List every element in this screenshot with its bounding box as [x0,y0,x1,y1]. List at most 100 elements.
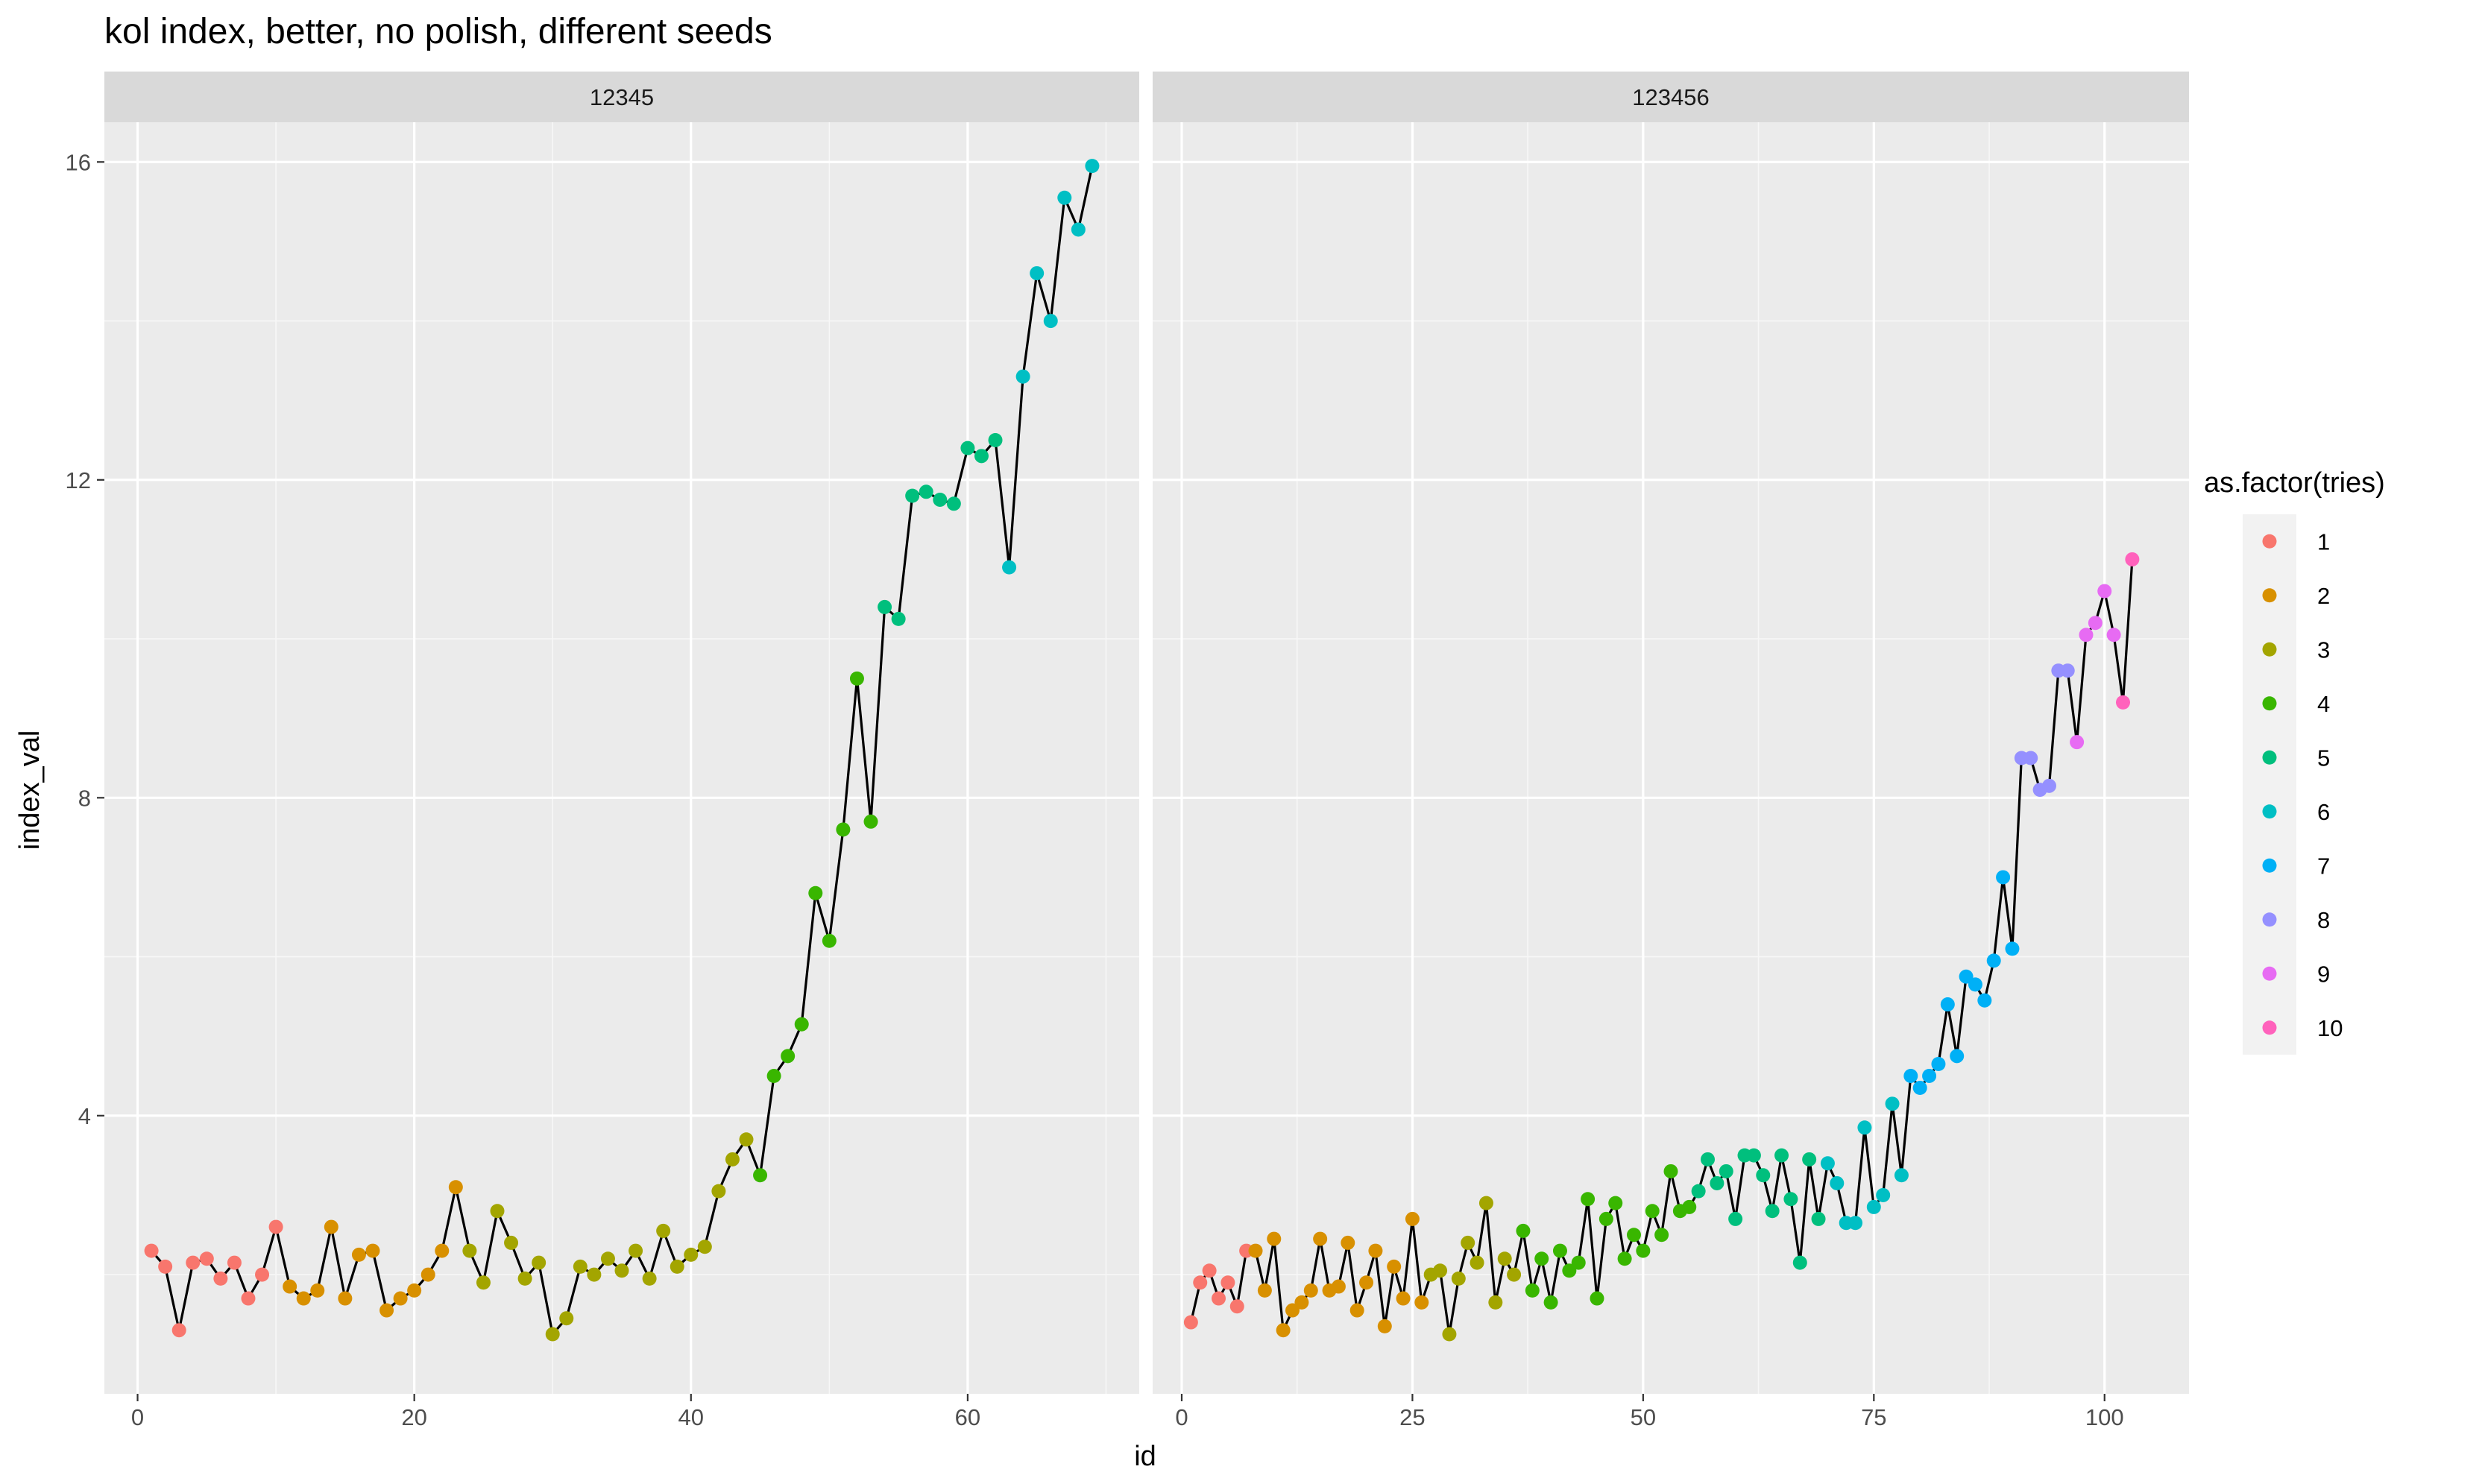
legend-label: 7 [2317,853,2330,879]
data-point [1968,977,1982,992]
data-point [1765,1204,1780,1219]
data-point [974,449,989,464]
data-point [1996,870,2011,885]
data-point [1977,993,1992,1008]
y-tick-label: 12 [66,467,91,493]
legend-key-point [2262,912,2277,927]
legend-label: 10 [2317,1015,2343,1041]
legend-label: 8 [2317,907,2330,933]
data-point [1507,1267,1522,1282]
data-point [2097,584,2112,599]
data-point [1377,1319,1392,1333]
legend-label: 1 [2317,528,2330,555]
data-point [1876,1187,1891,1202]
facet-panels: 12345 0 20 40 60 4 8 12 16 123456 0 25 50 75 100 [66,72,2189,1430]
data-point [1894,1168,1909,1183]
data-point [365,1243,380,1258]
data-point [988,433,1003,447]
data-point [1211,1291,1226,1306]
data-point [878,599,892,614]
data-point [905,488,920,503]
data-point [476,1275,491,1290]
data-point [1728,1211,1743,1226]
data-point [1562,1263,1577,1278]
legend: as.factor(tries) 1 2 3 4 5 6 7 8 9 10 [2204,467,2385,1055]
data-point [421,1267,435,1282]
data-point [946,496,961,511]
data-point [849,671,864,686]
legend-label: 4 [2317,691,2330,717]
data-point [1691,1184,1706,1199]
data-point [351,1247,366,1262]
data-point [739,1132,754,1147]
data-point [517,1271,532,1286]
data-point [2070,735,2085,750]
data-point [1710,1175,1725,1190]
legend-label: 9 [2317,961,2330,987]
data-point [1015,369,1030,384]
data-point [2116,695,2131,710]
data-point [822,933,837,948]
data-point [1950,1049,1965,1064]
data-point [324,1219,338,1234]
legend-label: 5 [2317,745,2330,771]
data-point [1608,1196,1623,1210]
data-point [407,1283,422,1298]
data-point [1349,1303,1364,1318]
data-point [268,1219,283,1234]
data-point [227,1255,242,1270]
data-point [1183,1315,1198,1330]
data-point [725,1152,740,1166]
data-point [144,1243,159,1258]
data-point [697,1240,712,1254]
data-point [933,492,948,507]
legend-label: 3 [2317,637,2330,663]
data-point [1414,1295,1429,1310]
data-point [1912,1080,1927,1095]
data-point [1405,1211,1420,1226]
data-point [919,484,933,499]
data-point [1866,1199,1881,1214]
data-point [1922,1069,1937,1083]
data-point [1057,190,1072,205]
panel-background [104,122,1139,1394]
data-point [1276,1323,1291,1338]
legend-key-point [2262,696,2277,711]
data-point [1303,1283,1318,1298]
y-tick-label: 4 [78,1103,91,1129]
data-point [2041,778,2056,793]
data-point [199,1251,214,1266]
data-point [684,1247,699,1262]
legend-key-point [2262,642,2277,657]
y-tick-label: 8 [78,785,91,811]
x-tick-label: 0 [1175,1404,1188,1430]
chart-title: kol index, better, no polish, different … [104,12,772,51]
legend-label: 6 [2317,799,2330,825]
data-point [338,1291,353,1306]
data-point [1359,1275,1374,1290]
legend-key-point [2262,858,2277,873]
data-point [171,1323,186,1338]
data-point [1043,314,1058,329]
facet-strip-background [104,72,1139,122]
data-point [1617,1251,1632,1266]
legend-key-point [2262,750,2277,765]
data-point [670,1259,684,1274]
data-point [1792,1255,1807,1270]
data-point [1396,1291,1411,1306]
data-point [2106,628,2121,642]
data-point [1193,1275,1208,1290]
data-point [781,1049,796,1064]
data-point [1682,1199,1697,1214]
data-point [490,1204,505,1219]
data-point [186,1255,201,1270]
facet-strip-label: 123456 [1632,84,1709,110]
data-point [1442,1327,1457,1342]
x-tick-label: 100 [2085,1404,2124,1430]
legend-key-point [2262,534,2277,549]
data-point [2023,751,2038,765]
x-tick-label: 0 [131,1404,144,1430]
data-point [1387,1259,1402,1274]
data-point [1368,1243,1383,1258]
data-point [1571,1255,1586,1270]
